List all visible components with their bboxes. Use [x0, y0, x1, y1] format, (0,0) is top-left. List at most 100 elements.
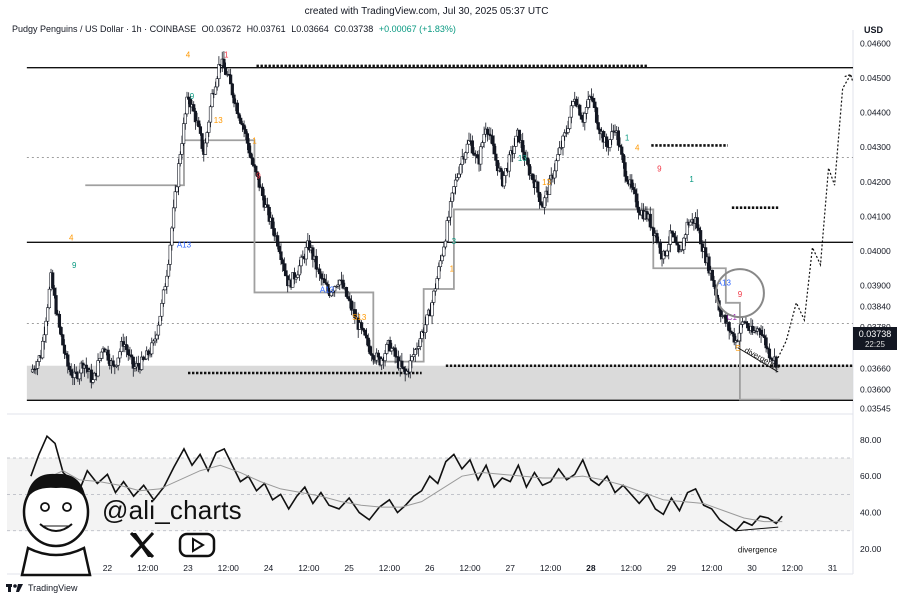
candle-body — [418, 338, 422, 347]
price-tick-label: 0.03900 — [860, 281, 891, 291]
sequential-marker: A13 — [177, 240, 192, 249]
rsi-tick-label: 60.00 — [860, 471, 882, 481]
candle-body — [185, 96, 189, 115]
candle-body — [665, 250, 669, 256]
candle-body — [279, 251, 283, 261]
time-tick-label: 12:00 — [459, 563, 481, 573]
symbol-name[interactable]: Pudgy Penguins / US Dollar · 1h · COINBA… — [12, 24, 197, 34]
candle-body — [636, 206, 641, 213]
candle-body — [35, 361, 40, 369]
symbol-legend: Pudgy Penguins / US Dollar · 1h · COINBA… — [12, 24, 459, 34]
candle-body — [183, 113, 187, 124]
price-tick-label: 0.04400 — [860, 108, 891, 118]
candle-body — [224, 67, 228, 75]
candle-body — [502, 175, 506, 187]
tradingview-brand[interactable]: TradingView — [6, 583, 78, 593]
candle-body — [610, 131, 614, 140]
candle-body — [371, 355, 375, 360]
candle-body — [465, 143, 469, 153]
price-tick-label: 0.03545 — [860, 403, 891, 413]
candle-body — [547, 178, 552, 195]
candle-body — [197, 120, 201, 127]
candle-body — [272, 228, 276, 237]
ohlc-open: O0.03672 — [201, 24, 242, 34]
candle-body — [257, 176, 261, 188]
candle-body — [648, 213, 652, 228]
candle-body — [537, 191, 542, 202]
candle-body — [106, 349, 110, 361]
candle-body — [304, 247, 308, 260]
candle-body — [255, 171, 260, 177]
candle-body — [430, 302, 434, 317]
candle-body — [620, 146, 624, 155]
candle-body — [311, 247, 315, 260]
candle-body — [244, 129, 248, 134]
candle-body — [175, 186, 179, 193]
candle-body — [205, 132, 209, 144]
time-tick-label: 12:00 — [218, 563, 240, 573]
candle-body — [126, 349, 130, 356]
candle-body — [445, 220, 449, 242]
candle-body — [59, 327, 63, 335]
sequential-marker: A13 — [320, 285, 335, 294]
candle-body — [44, 320, 48, 336]
x-logo-icon[interactable] — [129, 531, 155, 559]
candle-body — [210, 93, 214, 108]
candle-body — [57, 313, 62, 328]
divergence-rsi-line — [735, 526, 779, 532]
candle-body — [673, 236, 678, 243]
candle-body — [432, 290, 436, 303]
rsi-ma-line — [40, 464, 783, 523]
candle-body — [297, 265, 302, 276]
time-tick-label: 23 — [183, 563, 193, 573]
candle-body — [688, 221, 693, 226]
candle-body — [767, 348, 772, 359]
candle-body — [348, 298, 352, 302]
candle-body — [774, 356, 778, 368]
candle-body — [554, 160, 558, 172]
price-tick-label: 0.04200 — [860, 177, 891, 187]
candle-body — [443, 240, 448, 248]
time-tick-label: 12:00 — [782, 563, 804, 573]
candle-body — [173, 191, 177, 209]
candle-body — [712, 280, 716, 288]
time-tick-label: 12:00 — [137, 563, 159, 573]
candle-body — [155, 334, 159, 340]
candle-body — [608, 139, 612, 148]
candle-body — [450, 192, 454, 202]
candle-body — [435, 278, 439, 290]
currency-label[interactable]: USD — [864, 25, 884, 35]
sequential-marker: 9 — [72, 261, 77, 270]
candle-body — [605, 136, 609, 147]
candle-body — [217, 64, 221, 79]
step-indicator — [85, 139, 781, 401]
candle-body — [344, 287, 349, 297]
candle-body — [710, 269, 714, 281]
candle-body — [568, 116, 572, 129]
price-tick-label: 0.03600 — [860, 384, 891, 394]
candle-body — [526, 157, 530, 165]
sequential-marker: 1 — [224, 50, 229, 59]
candle-body — [413, 349, 417, 355]
candle-body — [635, 193, 639, 208]
candle-body — [685, 221, 689, 236]
candle-body — [276, 235, 280, 247]
candle-body — [593, 101, 597, 108]
candle-body — [584, 107, 589, 114]
candle-body — [170, 227, 174, 246]
youtube-icon[interactable] — [178, 532, 216, 558]
candle-body — [683, 234, 688, 239]
candle-body — [514, 135, 518, 147]
candle-body — [527, 164, 532, 176]
candle-body — [317, 268, 322, 275]
time-tick-label: 24 — [264, 563, 274, 573]
candle-body — [235, 102, 239, 114]
candle-body — [245, 133, 250, 144]
price-tick-label: 0.04000 — [860, 246, 891, 256]
candle-body — [158, 315, 162, 326]
candle-body — [464, 152, 468, 160]
candle-body — [739, 324, 743, 334]
sequential-marker: 13 — [542, 178, 551, 187]
candle-body — [578, 104, 582, 116]
